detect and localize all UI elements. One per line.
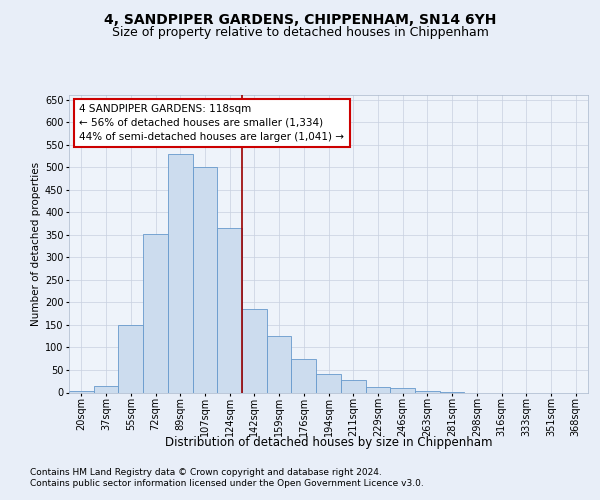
Y-axis label: Number of detached properties: Number of detached properties [31,162,41,326]
Bar [217,228,242,392]
Text: Size of property relative to detached houses in Chippenham: Size of property relative to detached ho… [112,26,488,39]
Bar [69,391,94,392]
Bar [242,309,267,392]
Bar [341,380,365,392]
Bar [267,336,292,392]
Bar [193,167,217,392]
Text: Distribution of detached houses by size in Chippenham: Distribution of detached houses by size … [165,436,493,449]
Text: Contains public sector information licensed under the Open Government Licence v3: Contains public sector information licen… [30,480,424,488]
Bar [390,388,415,392]
Bar [118,325,143,392]
Bar [316,374,341,392]
Bar [94,386,118,392]
Bar [292,358,316,392]
Text: 4 SANDPIPER GARDENS: 118sqm
← 56% of detached houses are smaller (1,334)
44% of : 4 SANDPIPER GARDENS: 118sqm ← 56% of det… [79,104,344,142]
Bar [365,386,390,392]
Bar [168,154,193,392]
Text: Contains HM Land Registry data © Crown copyright and database right 2024.: Contains HM Land Registry data © Crown c… [30,468,382,477]
Text: 4, SANDPIPER GARDENS, CHIPPENHAM, SN14 6YH: 4, SANDPIPER GARDENS, CHIPPENHAM, SN14 6… [104,13,496,27]
Bar [143,234,168,392]
Bar [415,391,440,392]
